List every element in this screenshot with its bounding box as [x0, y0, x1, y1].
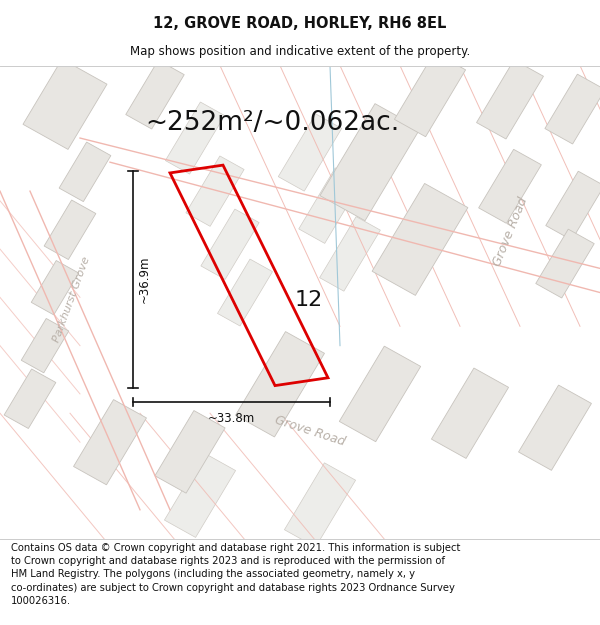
Polygon shape: [236, 332, 325, 437]
Polygon shape: [126, 60, 184, 129]
Polygon shape: [155, 411, 225, 493]
Polygon shape: [74, 399, 146, 485]
Polygon shape: [23, 59, 107, 149]
Polygon shape: [299, 168, 361, 243]
Text: Map shows position and indicative extent of the property.: Map shows position and indicative extent…: [130, 44, 470, 58]
Polygon shape: [394, 52, 466, 137]
Polygon shape: [431, 368, 509, 458]
Polygon shape: [278, 114, 342, 191]
Polygon shape: [166, 102, 224, 174]
Text: 12: 12: [295, 290, 323, 310]
Polygon shape: [201, 209, 259, 279]
Polygon shape: [21, 319, 69, 373]
Polygon shape: [545, 74, 600, 144]
Text: ~252m²/~0.062ac.: ~252m²/~0.062ac.: [145, 109, 399, 136]
Polygon shape: [44, 200, 96, 259]
Text: Grove Road: Grove Road: [490, 195, 530, 268]
Text: 12, GROVE ROAD, HORLEY, RH6 8EL: 12, GROVE ROAD, HORLEY, RH6 8EL: [154, 16, 446, 31]
Polygon shape: [320, 217, 380, 291]
Text: ~33.8m: ~33.8m: [208, 412, 255, 425]
Polygon shape: [320, 104, 420, 221]
Text: Grove Road: Grove Road: [273, 414, 347, 449]
Polygon shape: [217, 259, 272, 326]
Polygon shape: [284, 463, 356, 547]
Polygon shape: [164, 453, 236, 538]
Polygon shape: [536, 229, 594, 298]
Polygon shape: [476, 60, 544, 139]
Polygon shape: [546, 171, 600, 240]
Polygon shape: [518, 385, 592, 471]
Polygon shape: [31, 261, 79, 315]
Text: Parkhurst Grove: Parkhurst Grove: [52, 256, 92, 344]
Polygon shape: [186, 156, 244, 226]
Text: ~36.9m: ~36.9m: [138, 256, 151, 303]
Polygon shape: [59, 142, 111, 202]
Polygon shape: [340, 346, 421, 442]
Polygon shape: [479, 149, 541, 223]
Polygon shape: [372, 184, 468, 296]
Polygon shape: [4, 369, 56, 429]
Text: Contains OS data © Crown copyright and database right 2021. This information is : Contains OS data © Crown copyright and d…: [11, 543, 460, 606]
